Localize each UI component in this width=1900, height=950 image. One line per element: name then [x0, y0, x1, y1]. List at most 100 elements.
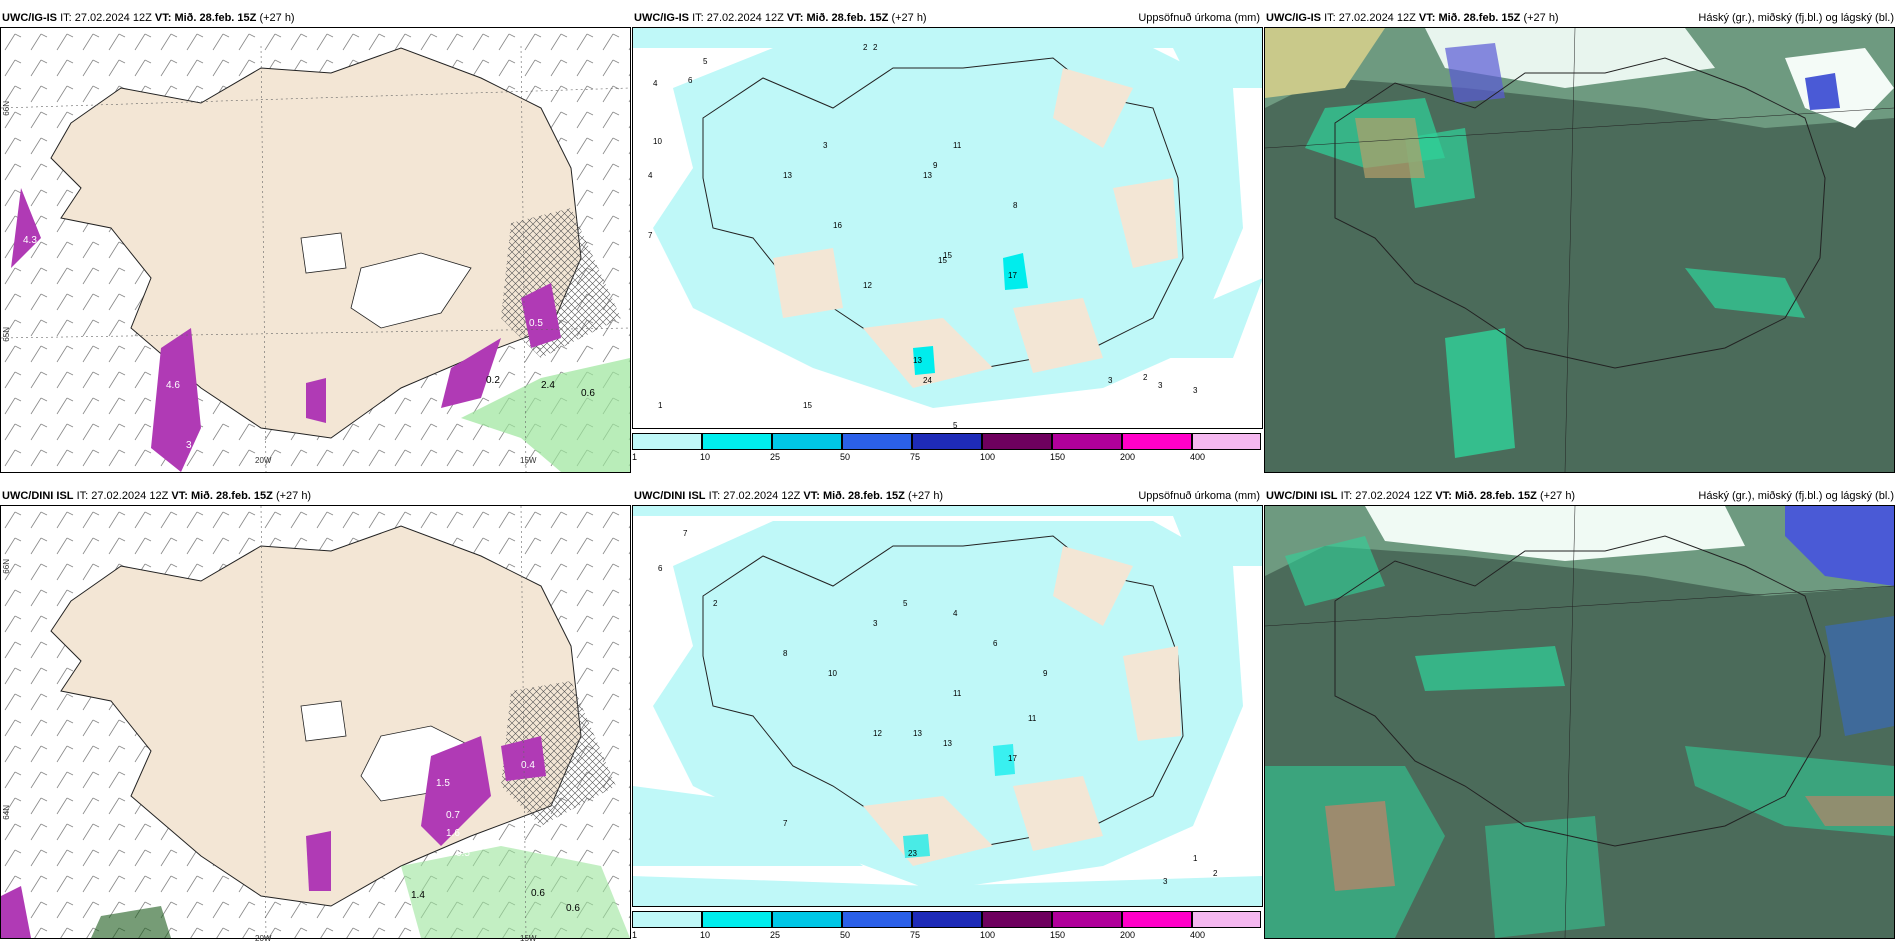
precip-value: 13: [943, 739, 952, 748]
panel-header: UWC/DINI ISL IT: 27.02.2024 12Z VT: Mið.…: [0, 487, 632, 505]
precip-value: 13: [913, 729, 922, 738]
colorbar-swatch: [702, 911, 772, 928]
colorbar-swatch: [702, 433, 772, 450]
precip-value: 9: [933, 161, 938, 170]
lon-label-15w: 15W: [520, 934, 537, 943]
precip-value: 17: [1008, 754, 1017, 763]
wind-value: 0.5: [456, 848, 470, 859]
colorbar-tick: 400: [1190, 452, 1206, 462]
precip-value: 9: [1043, 669, 1048, 678]
precip-value: 10: [828, 669, 837, 678]
it-label: IT:: [708, 490, 721, 502]
panel-r2p1: UWC/DINI ISL IT: 27.02.2024 12Z VT: Mið.…: [0, 487, 632, 947]
colorbar-swatch: [1052, 433, 1122, 450]
lon-label-15w: 15W: [520, 456, 537, 465]
colorbar-tick: 25: [770, 930, 781, 940]
panel-header: UWC/IG-IS IT: 27.02.2024 12Z VT: Mið. 28…: [0, 9, 632, 27]
wind-value: 3.2: [186, 440, 200, 451]
colorbar-swatch: [1122, 911, 1192, 928]
panel-r1p2: UWC/IG-IS IT: 27.02.2024 12Z VT: Mið. 28…: [632, 9, 1264, 465]
wind-map: 4.3 4.6 3.2 0.5 0.2 0.6 2.4: [0, 27, 631, 473]
map-title: Háský (gr.), miðský (fj.bl.) og lágský (…: [1698, 490, 1894, 502]
vt-label: VT:: [786, 12, 804, 24]
it-label: IT:: [76, 490, 89, 502]
it-value: 27.02.2024 12Z: [1338, 12, 1416, 24]
panel-header: UWC/IG-IS IT: 27.02.2024 12Z VT: Mið. 28…: [632, 9, 1264, 27]
precip-value: 6: [658, 564, 663, 573]
precip-value: 1: [658, 401, 663, 410]
precip-value: 3: [1158, 381, 1163, 390]
colorbar-tick: 75: [910, 452, 921, 462]
vt-value: Mið. 28.feb. 15Z: [190, 490, 273, 502]
precip-value: 6: [993, 639, 998, 648]
precip-value: 12: [863, 281, 872, 290]
precip-value: 2: [1143, 373, 1148, 382]
colorbar-tick: 10: [700, 452, 711, 462]
model-name: UWC/DINI ISL: [1266, 490, 1338, 502]
colorbar-swatch: [632, 911, 702, 928]
colorbar-tick: 75: [910, 930, 921, 940]
precip-value: 3: [823, 141, 828, 150]
it-value: 27.02.2024 12Z: [723, 490, 801, 502]
cloud-map: [1264, 505, 1895, 939]
vt-value: Mið. 28.feb. 15Z: [1438, 12, 1521, 24]
wind-value: 0.2: [486, 375, 500, 386]
precip-value: 24: [923, 376, 932, 385]
colorbar-tick: 150: [1050, 930, 1066, 940]
it-label: IT:: [1340, 490, 1353, 502]
colorbar-swatch: [842, 911, 912, 928]
precip-map: 7 6 2 10 8 11 12 13 17 23 3 5 4 6 9 13 1…: [632, 505, 1263, 907]
vt-label: VT:: [171, 490, 188, 502]
precip-value: 13: [923, 171, 932, 180]
colorbar-swatch: [772, 911, 842, 928]
panel-r2p2: UWC/DINI ISL IT: 27.02.2024 12Z VT: Mið.…: [632, 487, 1264, 947]
precip-value: 17: [1008, 271, 1017, 280]
colorbar-swatch: [772, 433, 842, 450]
lon-label-20w: 20W: [255, 456, 272, 465]
model-name: UWC/IG-IS: [2, 12, 57, 24]
precip-value: 3: [873, 619, 878, 628]
panel-r1p1: UWC/IG-IS IT: 27.02.2024 12Z VT: Mið. 28…: [0, 9, 632, 473]
it-value: 27.02.2024 12Z: [74, 12, 152, 24]
wind-value: 0.5: [529, 318, 543, 329]
colorbar-tick: 400: [1190, 930, 1206, 940]
lead-time: (+27 h): [259, 12, 295, 24]
it-value: 27.02.2024 12Z: [706, 12, 784, 24]
precip-value: 2: [873, 43, 878, 52]
precip-value: 3: [1193, 386, 1198, 395]
map-title: Uppsöfnuð úrkoma (mm): [1138, 490, 1260, 502]
lead-time: (+27 h): [1539, 490, 1576, 502]
vt-value: Mið. 28.feb. 15Z: [1454, 490, 1537, 502]
lead-time: (+27 h): [1523, 12, 1559, 24]
precip-value: 4: [953, 609, 958, 618]
precip-value: 10: [653, 137, 662, 146]
it-value: 27.02.2024 12Z: [91, 490, 169, 502]
wind-map: 1.5 0.4 1.6 0.5 0.7 0.6 0.6 1.4: [0, 505, 631, 939]
lead-time: (+27 h): [907, 490, 944, 502]
precip-value: 2: [1213, 869, 1218, 878]
precip-value: 2: [713, 599, 718, 608]
colorbar-swatch: [632, 433, 702, 450]
wind-value: 0.7: [446, 810, 460, 821]
colorbar-tick: 100: [980, 452, 996, 462]
colorbar-tick: 200: [1120, 930, 1136, 940]
precip-value: 13: [913, 356, 922, 365]
precip-colorbar: 1 10 25 50 75 100 150 200 400: [632, 433, 1261, 463]
it-value: 27.02.2024 12Z: [1355, 490, 1433, 502]
colorbar-swatch: [982, 433, 1052, 450]
precip-value: 2: [863, 43, 868, 52]
wind-value: 1.4: [411, 890, 425, 901]
colorbar-swatch: [1192, 433, 1261, 450]
wind-value: 1.5: [436, 778, 450, 789]
lat-label-66n: 66N: [2, 101, 11, 116]
vt-label: VT:: [154, 12, 172, 24]
colorbar-tick: 150: [1050, 452, 1066, 462]
precip-value: 11: [953, 689, 962, 698]
it-label: IT:: [1324, 12, 1336, 24]
wind-value: 1.6: [446, 828, 460, 839]
vt-label: VT:: [1418, 12, 1436, 24]
model-name: UWC/DINI ISL: [634, 490, 706, 502]
colorbar-tick: 1: [632, 930, 638, 940]
panel-header: UWC/IG-IS IT: 27.02.2024 12Z VT: Mið. 28…: [1264, 9, 1900, 27]
precip-value: 1: [1193, 854, 1198, 863]
